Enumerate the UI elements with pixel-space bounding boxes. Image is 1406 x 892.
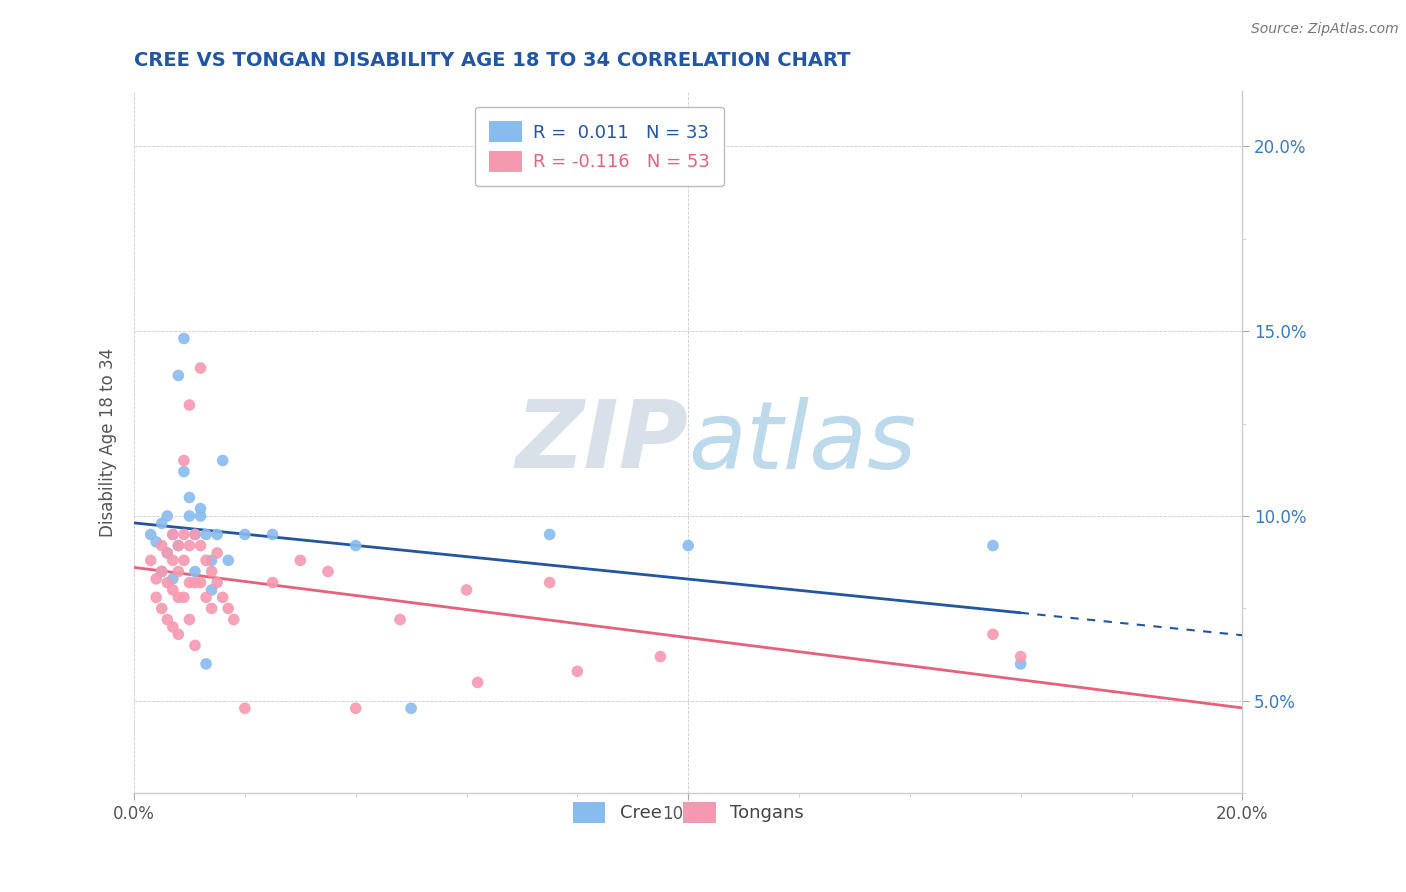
Point: [173, 591, 195, 605]
Point: [467, 675, 489, 690]
Point: [981, 539, 1004, 553]
Point: [162, 553, 184, 567]
Text: atlas: atlas: [688, 397, 917, 488]
Y-axis label: Disability Age 18 to 34: Disability Age 18 to 34: [100, 348, 117, 537]
Point: [162, 527, 184, 541]
Point: [262, 575, 284, 590]
Point: [456, 582, 478, 597]
Point: [184, 565, 207, 579]
Point: [156, 508, 179, 523]
Point: [179, 398, 201, 412]
Point: [145, 572, 167, 586]
Point: [217, 601, 239, 615]
Point: [201, 553, 224, 567]
Point: [201, 565, 224, 579]
Point: [179, 508, 201, 523]
Point: [1010, 657, 1032, 671]
Point: [150, 565, 173, 579]
Point: [150, 516, 173, 531]
Point: [233, 527, 256, 541]
Point: [150, 539, 173, 553]
Point: [173, 527, 195, 541]
Point: [195, 553, 218, 567]
Point: [145, 534, 167, 549]
Point: [389, 613, 412, 627]
Point: [139, 553, 162, 567]
Point: [676, 539, 699, 553]
Point: [201, 601, 224, 615]
Point: [1010, 649, 1032, 664]
Point: [173, 553, 195, 567]
Point: [179, 613, 201, 627]
Point: [399, 701, 422, 715]
Point: [145, 591, 167, 605]
Point: [195, 591, 218, 605]
Point: [162, 572, 184, 586]
Point: [184, 639, 207, 653]
Point: [981, 627, 1004, 641]
Point: [567, 665, 589, 679]
Point: [139, 527, 162, 541]
Point: [650, 649, 672, 664]
Point: [190, 361, 212, 376]
Point: [167, 627, 190, 641]
Point: [150, 601, 173, 615]
Legend: Cree, Tongans: Cree, Tongans: [562, 791, 814, 833]
Point: [167, 368, 190, 383]
Point: [150, 565, 173, 579]
Point: [167, 565, 190, 579]
Point: [162, 620, 184, 634]
Point: [344, 701, 367, 715]
Point: [156, 546, 179, 560]
Point: [184, 575, 207, 590]
Point: [156, 613, 179, 627]
Point: [538, 527, 561, 541]
Point: [179, 575, 201, 590]
Point: [290, 553, 312, 567]
Point: [184, 527, 207, 541]
Point: [262, 527, 284, 541]
Point: [162, 527, 184, 541]
Point: [179, 491, 201, 505]
Point: [179, 539, 201, 553]
Point: [190, 501, 212, 516]
Point: [173, 465, 195, 479]
Point: [167, 539, 190, 553]
Point: [162, 582, 184, 597]
Point: [538, 575, 561, 590]
Text: Source: ZipAtlas.com: Source: ZipAtlas.com: [1251, 22, 1399, 37]
Point: [195, 527, 218, 541]
Point: [205, 546, 228, 560]
Point: [222, 613, 245, 627]
Point: [195, 657, 218, 671]
Point: [184, 527, 207, 541]
Point: [190, 575, 212, 590]
Point: [211, 591, 233, 605]
Point: [173, 453, 195, 467]
Point: [173, 331, 195, 345]
Point: [316, 565, 339, 579]
Point: [190, 508, 212, 523]
Point: [344, 539, 367, 553]
Point: [205, 527, 228, 541]
Point: [167, 591, 190, 605]
Point: [211, 453, 233, 467]
Text: CREE VS TONGAN DISABILITY AGE 18 TO 34 CORRELATION CHART: CREE VS TONGAN DISABILITY AGE 18 TO 34 C…: [134, 51, 851, 70]
Point: [233, 701, 256, 715]
Point: [205, 575, 228, 590]
Text: ZIP: ZIP: [516, 396, 688, 488]
Point: [156, 575, 179, 590]
Point: [217, 553, 239, 567]
Point: [167, 539, 190, 553]
Point: [201, 582, 224, 597]
Point: [156, 546, 179, 560]
Point: [190, 539, 212, 553]
